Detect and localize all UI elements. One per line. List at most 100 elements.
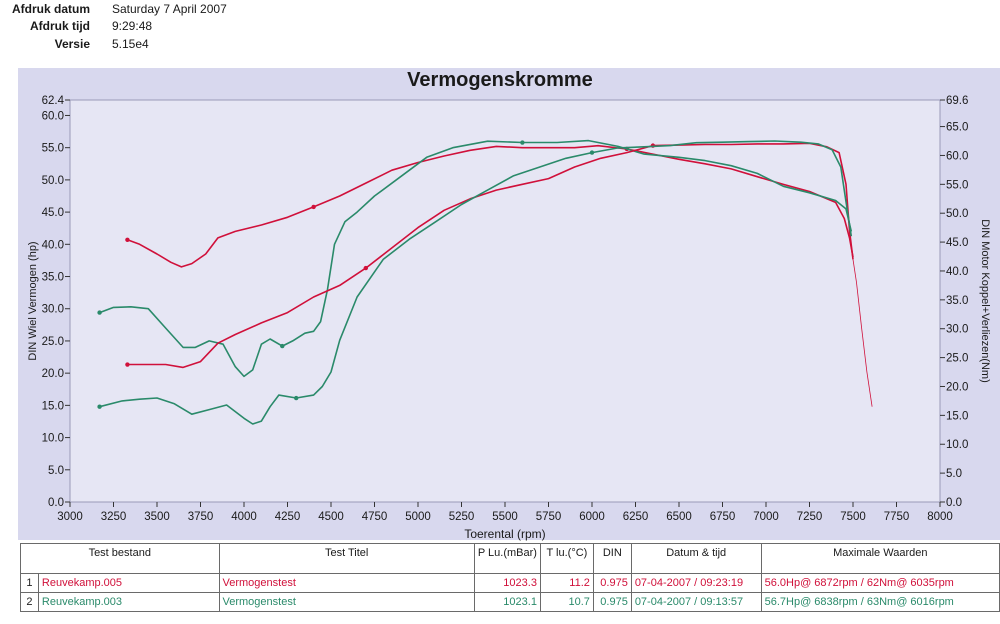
y-tick-label-left: 35.0 — [42, 272, 64, 284]
y-tick-label-left: 55.0 — [42, 143, 64, 155]
x-tick-label: 8000 — [927, 511, 953, 523]
data-point — [311, 204, 316, 210]
y-tick-label-right: 60.0 — [946, 150, 968, 162]
chart-title: Vermogenskromme — [407, 69, 593, 91]
data-point — [280, 343, 285, 349]
data-point — [520, 140, 525, 145]
row-pressure: 1023.3 — [473, 573, 541, 593]
row-max: 56.7Hp@ 6838rpm / 63Nm@ 6016rpm — [760, 592, 1000, 612]
y-tick-label-right: 35.0 — [946, 295, 968, 307]
y-tick-label-left: 50.0 — [42, 175, 64, 187]
table-header-row: Test bestand Test Titel P Lu.(mBar) T lu… — [20, 543, 1000, 574]
row-title: Vermogenstest — [218, 573, 475, 593]
row-index: 1 — [20, 573, 39, 593]
x-tick-label: 4750 — [362, 511, 388, 523]
plot-area — [69, 99, 941, 503]
version-value: 5.15e4 — [112, 37, 149, 51]
series-line-0 — [127, 144, 854, 268]
print-date-label: Afdruk datum — [12, 2, 90, 16]
x-tick-label: 3250 — [101, 511, 127, 523]
x-tick-label: 6000 — [579, 511, 605, 523]
y-tick-label-left: 62.4 — [42, 95, 65, 107]
data-point — [589, 150, 595, 155]
col-header-title: Test Titel — [218, 543, 475, 574]
x-tick-label: 3500 — [144, 511, 170, 523]
data-point — [125, 237, 130, 242]
row-file: Reuvekamp.003 — [37, 592, 220, 612]
y-tick-label-left: 0.0 — [48, 497, 64, 509]
y-tick-label-left: 15.0 — [42, 400, 64, 412]
col-header-temp: T lu.(°C) — [539, 543, 594, 574]
y-tick-label-right: 69.6 — [946, 95, 968, 107]
y-tick-label-right: 30.0 — [946, 324, 968, 336]
col-header-max: Maximale Waarden — [760, 543, 1000, 574]
row-din: 0.975 — [592, 573, 632, 593]
x-axis-label: Toerental (rpm) — [464, 527, 545, 541]
x-tick-label: 3750 — [188, 511, 214, 523]
print-date-value: Saturday 7 April 2007 — [112, 2, 227, 16]
print-time-value: 9:29:48 — [112, 19, 153, 33]
y-tick-label-right: 20.0 — [946, 381, 968, 393]
col-header-din: DIN — [592, 543, 632, 574]
y-tick-label-right: 50.0 — [946, 208, 968, 220]
row-temp: 10.7 — [539, 592, 594, 612]
data-point — [97, 310, 102, 315]
y-tick-label-left: 5.0 — [48, 465, 64, 477]
y-tick-label-left: 20.0 — [42, 368, 64, 380]
y-tick-label-right: 0.0 — [946, 497, 962, 509]
print-time-label: Afdruk tijd — [30, 19, 90, 33]
x-tick-label: 7250 — [797, 511, 823, 523]
x-tick-label: 4000 — [231, 511, 257, 523]
y-tick-label-left: 45.0 — [42, 207, 64, 219]
x-tick-label: 6500 — [666, 511, 692, 523]
chart-panel: Vermogenskromme Toerental (rpm) DIN Wiel V… — [0, 64, 1000, 542]
row-date: 07-04-2007 / 09:23:19 — [630, 573, 762, 593]
y-tick-label-left: 60.0 — [42, 110, 64, 122]
data-point — [294, 395, 299, 401]
table-row[interactable]: 1 Reuvekamp.005 Vermogenstest 1023.3 11.… — [20, 573, 1000, 593]
table-row[interactable]: 2 Reuvekamp.003 Vermogenstest 1023.1 10.… — [20, 592, 1000, 612]
x-tick-label: 5500 — [492, 511, 518, 523]
y-tick-label-left: 25.0 — [42, 336, 64, 348]
series-line-1 — [99, 139, 853, 378]
series-line-3 — [99, 140, 853, 425]
x-tick-label: 5750 — [536, 511, 562, 523]
data-point — [363, 265, 368, 271]
row-max: 56.0Hp@ 6872rpm / 62Nm@ 6035rpm — [760, 573, 1000, 593]
results-table: Test bestand Test Titel P Lu.(mBar) T lu… — [20, 543, 1000, 612]
y-tick-label-left: 30.0 — [42, 304, 64, 316]
col-header-pressure: P Lu.(mBar) — [473, 543, 541, 574]
y-tick-label-left: 10.0 — [42, 433, 64, 445]
y-tick-label-right: 55.0 — [946, 179, 968, 191]
row-din: 0.975 — [592, 592, 632, 612]
power-chart: Vermogenskromme Toerental (rpm) DIN Wiel V… — [18, 68, 1000, 541]
y-tick-label-right: 5.0 — [946, 468, 962, 480]
x-tick-label: 5000 — [405, 511, 431, 523]
col-header-file: Test bestand — [20, 543, 220, 574]
y-tick-label-right: 25.0 — [946, 353, 968, 365]
row-file: Reuvekamp.005 — [37, 573, 220, 593]
x-tick-label: 7000 — [753, 511, 779, 523]
y-tick-label-right: 15.0 — [946, 410, 968, 422]
y-tick-label-right: 10.0 — [946, 439, 968, 451]
x-tick-label: 3000 — [57, 511, 83, 523]
y-tick-label-left: 40.0 — [42, 239, 64, 251]
data-point — [125, 362, 130, 367]
x-tick-label: 4250 — [275, 511, 301, 523]
y-tick-label-right: 40.0 — [946, 266, 968, 278]
x-tick-label: 7500 — [840, 511, 866, 523]
y-axis-label-left: DIN Wiel Vermogen (hp) — [27, 241, 39, 360]
y-tick-label-right: 65.0 — [946, 122, 968, 134]
x-tick-label: 6750 — [710, 511, 736, 523]
data-point — [97, 404, 102, 409]
series-line-2 — [127, 142, 854, 369]
series-line-4 — [852, 259, 873, 407]
y-axis-label-right: DIN Motor Koppel+Verliezen(Nm) — [979, 219, 991, 383]
row-index: 2 — [20, 592, 39, 612]
x-tick-label: 4500 — [318, 511, 344, 523]
y-tick-label-right: 45.0 — [946, 237, 968, 249]
x-tick-label: 6250 — [623, 511, 649, 523]
row-pressure: 1023.1 — [473, 592, 541, 612]
version-label: Versie — [54, 37, 90, 51]
row-temp: 11.2 — [539, 573, 594, 593]
